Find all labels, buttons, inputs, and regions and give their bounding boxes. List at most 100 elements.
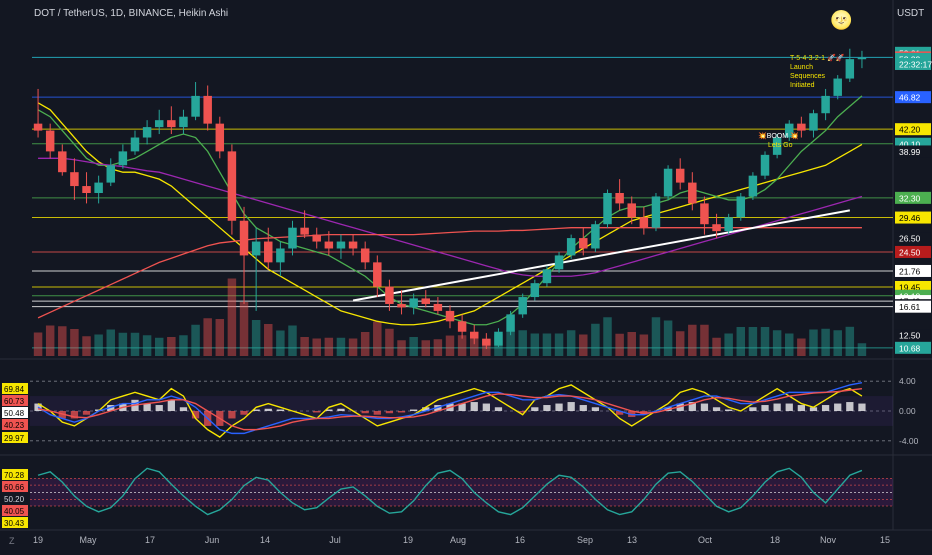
candle[interactable] (700, 196, 709, 235)
candle[interactable] (397, 290, 406, 315)
price-label[interactable]: 46.82 (895, 91, 931, 104)
candle[interactable] (264, 227, 273, 270)
candle[interactable] (579, 227, 588, 256)
candle[interactable] (554, 251, 564, 273)
candle[interactable] (712, 213, 721, 239)
candle[interactable] (215, 116, 225, 159)
candle[interactable] (821, 88, 830, 121)
candle[interactable] (675, 158, 685, 190)
candle[interactable] (724, 213, 733, 235)
candle[interactable] (360, 241, 370, 270)
candle[interactable] (615, 179, 624, 211)
candle[interactable] (445, 305, 455, 329)
trendline[interactable] (352, 209, 851, 302)
candle[interactable] (542, 265, 552, 287)
price-label[interactable]: 26.50 (895, 232, 931, 245)
candle[interactable] (348, 234, 358, 256)
candle[interactable] (276, 241, 285, 277)
candle[interactable] (845, 48, 855, 83)
price-label[interactable]: 22:32:17 (895, 57, 932, 70)
candle[interactable] (142, 120, 152, 145)
candle[interactable] (494, 328, 503, 347)
momentum-line[interactable] (37, 387, 863, 431)
momentum-level-label: 69.84 (2, 383, 28, 394)
candle[interactable] (312, 227, 321, 249)
candle[interactable] (300, 210, 309, 239)
candle[interactable] (566, 234, 576, 259)
candle[interactable] (373, 255, 382, 298)
candle[interactable] (179, 109, 188, 135)
candle-body (324, 241, 334, 249)
candle[interactable] (45, 123, 55, 159)
candle[interactable] (688, 172, 697, 211)
candle[interactable] (324, 231, 334, 256)
candle[interactable] (457, 314, 467, 339)
candle[interactable] (736, 193, 746, 221)
candle[interactable] (603, 189, 612, 228)
price-axis[interactable]: 53.2152.5552.3322:32:1746.8242.2040.1038… (895, 46, 932, 354)
candle[interactable] (857, 50, 867, 69)
price-label[interactable]: 16.61 (895, 300, 931, 313)
price-pane[interactable] (32, 48, 893, 356)
candle-body (409, 298, 418, 308)
candle[interactable] (833, 75, 842, 100)
candle[interactable] (785, 120, 794, 141)
candle[interactable] (154, 109, 164, 135)
candle[interactable] (58, 144, 67, 176)
candle[interactable] (106, 158, 115, 187)
candle[interactable] (591, 220, 600, 252)
volume-bar (118, 332, 128, 356)
candle[interactable] (421, 290, 431, 308)
candle[interactable] (33, 88, 43, 138)
candle[interactable] (82, 172, 91, 204)
candle[interactable] (518, 293, 527, 318)
candle[interactable] (760, 151, 770, 180)
candle[interactable] (809, 109, 818, 138)
candle[interactable] (191, 82, 200, 121)
candle[interactable] (748, 172, 758, 200)
currency-label[interactable]: USDT (897, 8, 924, 19)
candle[interactable] (627, 196, 636, 225)
price-label[interactable]: 42.20 (895, 123, 931, 136)
price-label[interactable]: 24.50 (895, 245, 931, 258)
oscillator-line[interactable] (37, 467, 863, 516)
candle[interactable] (639, 206, 649, 235)
candle[interactable] (251, 227, 261, 311)
candle[interactable] (663, 165, 673, 200)
candle[interactable] (409, 293, 418, 315)
zoom-icon[interactable]: Z (9, 536, 15, 546)
candle[interactable] (239, 206, 249, 304)
candle[interactable] (651, 193, 661, 232)
price-label[interactable]: 21.76 (895, 264, 931, 277)
candle[interactable] (130, 130, 140, 155)
candle[interactable] (70, 158, 79, 200)
candle[interactable] (385, 279, 394, 311)
candle[interactable] (288, 220, 297, 256)
candle[interactable] (94, 175, 103, 204)
candle[interactable] (167, 106, 176, 135)
momentum-pane[interactable]: 4.00 0.00 -4.00 69.84 60.73 50.48 40.23 29.97 (2, 376, 919, 446)
oscillator-pane[interactable]: 70.28 60.66 50.20 40.05 30.43 (2, 467, 893, 528)
time-axis[interactable]: 19 May 17 Jun 14 Jul 19 Aug 16 Sep 13 Oct 18 Nov 15 (33, 535, 890, 545)
candle[interactable] (433, 297, 443, 315)
price-label[interactable]: 10.68 (895, 341, 931, 354)
candle[interactable] (336, 234, 346, 259)
moving-average-line[interactable] (38, 157, 863, 277)
candle[interactable] (118, 144, 128, 169)
candle[interactable] (203, 85, 212, 131)
candle-body (748, 175, 758, 197)
candle[interactable] (469, 324, 479, 345)
candle[interactable] (482, 333, 491, 350)
price-label[interactable]: 38.99 (895, 145, 931, 158)
candle[interactable] (797, 116, 806, 138)
candle[interactable] (530, 279, 540, 301)
price-label[interactable]: 32.30 (895, 191, 931, 204)
candle[interactable] (506, 310, 515, 336)
price-label[interactable]: 29.46 (895, 211, 931, 224)
price-label[interactable]: 12.50 (895, 329, 931, 342)
candle[interactable] (227, 144, 237, 235)
candle[interactable] (772, 134, 782, 159)
momentum-line[interactable] (37, 384, 863, 438)
